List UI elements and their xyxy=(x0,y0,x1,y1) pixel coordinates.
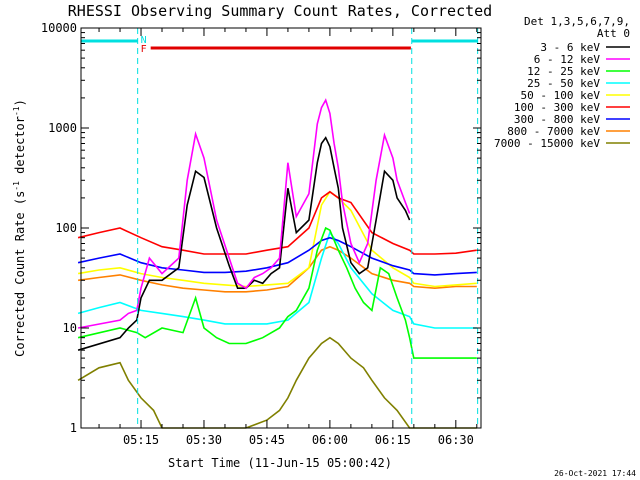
legend-label-5: 100 - 300 keV xyxy=(514,101,600,114)
y-axis-label-sup2: -1 xyxy=(12,106,21,116)
series-line-5 xyxy=(77,190,477,255)
y-axis-label-tail: detector xyxy=(13,116,27,181)
ticks-layer: 1 10 100 1000 10000 05:15 05:30 05:45 06:00 06:15… xyxy=(41,21,481,447)
x-axis-label: Start Time (11-Jun-15 05:00:42) xyxy=(168,456,392,470)
y-tick-label-0: 1 xyxy=(70,421,77,435)
legend-label-1: 6 - 12 keV xyxy=(534,53,601,66)
legend-header-line2: Att 0 xyxy=(597,27,630,40)
legend-label-6: 300 - 800 keV xyxy=(514,113,600,126)
y-axis-label: Corrected Count Rate (s-1 detector-1) xyxy=(12,99,27,357)
x-tick-label-5: 06:30 xyxy=(438,433,474,447)
y-tick-label-1: 10 xyxy=(63,321,77,335)
y-axis-label-main: Corrected Count Rate (s xyxy=(13,191,27,357)
x-tick-label-2: 05:45 xyxy=(249,433,285,447)
flare-flag-label: F xyxy=(141,44,147,55)
legend-label-0: 3 - 6 keV xyxy=(540,41,600,54)
series-line-1 xyxy=(77,98,411,329)
timestamp-stamp: 26-Oct-2021 17:44 xyxy=(554,469,636,478)
series-layer xyxy=(77,98,477,429)
legend-label-3: 25 - 50 keV xyxy=(527,77,600,90)
series-line-2 xyxy=(77,226,477,359)
legend-label-8: 7000 - 15000 keV xyxy=(494,137,600,150)
x-tick-label-3: 06:00 xyxy=(312,433,348,447)
chart-title: RHESSI Observing Summary Count Rates, Co… xyxy=(68,2,492,20)
x-tick-label-4: 06:15 xyxy=(375,433,411,447)
x-tick-label-0: 05:15 xyxy=(123,433,159,447)
y-axis-label-sup: -1 xyxy=(12,181,21,191)
legend-label-7: 800 - 7000 keV xyxy=(507,125,600,138)
x-tick-label-1: 05:30 xyxy=(186,433,222,447)
y-tick-label-2: 100 xyxy=(55,221,77,235)
series-line-3 xyxy=(77,230,477,329)
series-line-0 xyxy=(77,136,411,351)
night-flag-label: N xyxy=(141,35,147,46)
y-axis-label-close: ) xyxy=(13,99,27,106)
legend-label-4: 50 - 100 keV xyxy=(521,89,601,102)
series-line-4 xyxy=(77,190,477,288)
y-tick-label-4: 10000 xyxy=(41,21,77,35)
series-line-8 xyxy=(77,336,477,429)
y-tick-label-3: 1000 xyxy=(48,121,77,135)
legend-label-2: 12 - 25 keV xyxy=(527,65,600,78)
legend-header-line1: Det 1,3,5,6,7,9, xyxy=(524,15,630,28)
